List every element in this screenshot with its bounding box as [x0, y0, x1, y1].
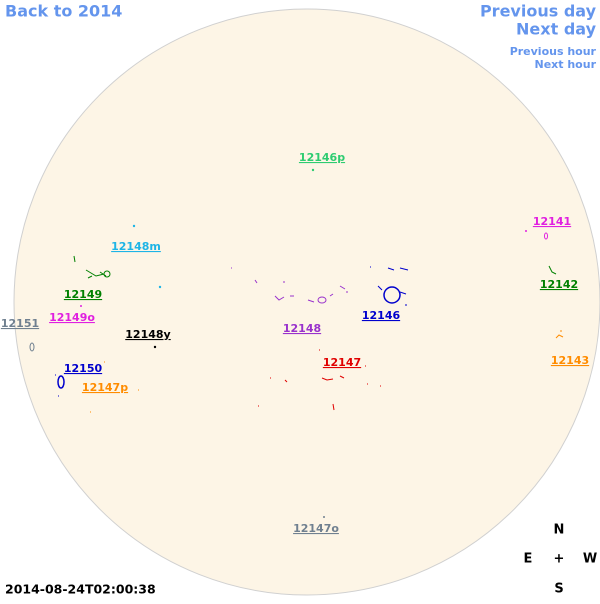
region-label[interactable]: 12148 — [283, 322, 321, 335]
spot — [555, 330, 564, 339]
region-label[interactable]: 12147 — [323, 356, 361, 369]
region-label[interactable]: 12151 — [1, 317, 39, 330]
region-label[interactable]: 12141 — [533, 215, 571, 228]
spot — [258, 349, 381, 411]
spot — [231, 267, 348, 303]
compass-north: N — [554, 523, 565, 538]
compass-center: + — [554, 552, 565, 567]
region-label[interactable]: 12149o — [49, 311, 95, 324]
spot — [323, 516, 325, 518]
spot — [103, 270, 111, 278]
spot — [80, 305, 82, 307]
compass-south: S — [554, 582, 563, 597]
previous-day-link[interactable]: Previous day — [480, 2, 597, 21]
back-year-link[interactable]: Back to 2014 — [5, 2, 122, 21]
spot — [158, 285, 162, 289]
spot — [153, 345, 157, 349]
spots — [29, 168, 564, 518]
spot — [29, 342, 35, 352]
region-label[interactable]: 12147p — [82, 381, 128, 394]
next-hour-link[interactable]: Next hour — [535, 58, 597, 71]
spot — [544, 232, 548, 240]
region-label[interactable]: 12147o — [293, 522, 339, 535]
next-day-link[interactable]: Next day — [516, 20, 597, 39]
region-label[interactable]: 12142 — [540, 278, 578, 291]
compass-west: W — [583, 552, 597, 567]
region-label[interactable]: 12143 — [551, 354, 589, 367]
spot — [132, 224, 136, 228]
spot — [383, 286, 401, 304]
region-label[interactable]: 12146 — [362, 309, 401, 322]
region-label[interactable]: 12149 — [64, 288, 102, 301]
timestamp: 2014-08-24T02:00:38 — [5, 582, 156, 597]
spot — [57, 375, 65, 389]
spot — [317, 296, 327, 304]
region-label[interactable]: 12150 — [64, 362, 103, 375]
compass-east: E — [524, 552, 533, 567]
spot — [73, 255, 107, 279]
region-label[interactable]: 12148m — [111, 240, 161, 253]
spot — [55, 374, 59, 397]
spot — [90, 361, 139, 413]
region-label[interactable]: 12148y — [125, 328, 170, 341]
spot — [370, 266, 409, 306]
region-label[interactable]: 12146p — [299, 151, 345, 164]
spot — [311, 168, 315, 172]
previous-hour-link[interactable]: Previous hour — [510, 45, 597, 58]
solar-disk — [13, 8, 600, 596]
spot — [525, 230, 527, 232]
spot — [548, 265, 557, 275]
